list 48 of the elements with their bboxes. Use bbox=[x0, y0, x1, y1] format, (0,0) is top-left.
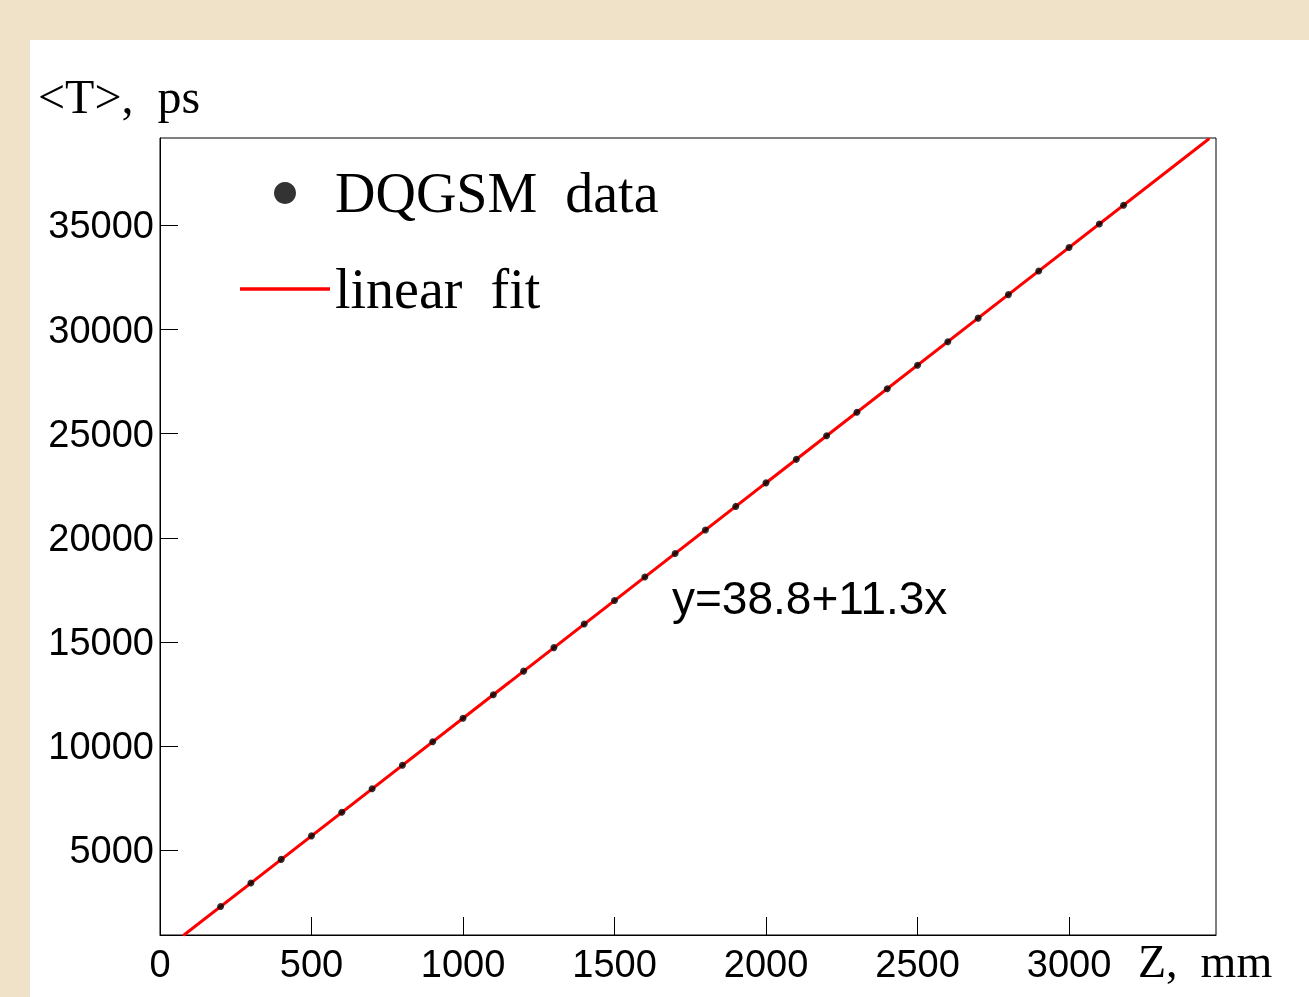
x-tick-label: 1500 bbox=[572, 943, 657, 985]
y-tick-label: 10000 bbox=[48, 725, 154, 768]
y-tick-label: 30000 bbox=[48, 308, 154, 351]
point bbox=[701, 526, 709, 534]
y-tick-label: 15000 bbox=[48, 620, 154, 663]
y-tick-label: 20000 bbox=[48, 516, 154, 559]
point bbox=[247, 879, 255, 887]
point bbox=[489, 691, 497, 699]
point bbox=[1095, 220, 1103, 228]
x-tick-label: 0 bbox=[149, 943, 171, 985]
point bbox=[611, 597, 619, 605]
point bbox=[520, 667, 528, 675]
point bbox=[732, 502, 740, 510]
annotation: y=38.8+11.3x bbox=[672, 572, 948, 624]
legend-label: DQGSM data bbox=[335, 162, 659, 224]
point bbox=[1120, 201, 1128, 209]
point bbox=[974, 314, 982, 322]
point bbox=[459, 714, 467, 722]
x-axis-title: Z, mm bbox=[1138, 935, 1273, 987]
point bbox=[671, 549, 679, 557]
point bbox=[308, 832, 316, 840]
point bbox=[429, 738, 437, 746]
point bbox=[580, 620, 588, 628]
y-tick-label: 25000 bbox=[48, 412, 154, 455]
point bbox=[1035, 267, 1043, 275]
point bbox=[1065, 244, 1073, 252]
x-tick-label: 2000 bbox=[723, 943, 809, 985]
x-tick-label: 2500 bbox=[875, 943, 960, 985]
point bbox=[338, 808, 346, 816]
point bbox=[368, 785, 376, 793]
y-tick-label: 5000 bbox=[69, 829, 154, 872]
point bbox=[1004, 291, 1012, 299]
y-axis-title: <T>, ps bbox=[38, 69, 201, 123]
point bbox=[550, 644, 558, 652]
x-tick-label: 1000 bbox=[420, 943, 506, 985]
x-tick-label: 500 bbox=[279, 943, 344, 985]
y-tick-label: 35000 bbox=[48, 204, 154, 247]
point bbox=[944, 338, 952, 346]
point bbox=[792, 455, 800, 463]
legend-label: linear fit bbox=[335, 258, 541, 320]
point bbox=[883, 385, 891, 393]
point bbox=[217, 902, 225, 910]
point bbox=[823, 432, 831, 440]
x-tick-label: 3000 bbox=[1026, 943, 1112, 985]
point bbox=[853, 408, 861, 416]
point bbox=[398, 761, 406, 769]
point bbox=[277, 855, 285, 863]
point bbox=[914, 361, 922, 369]
